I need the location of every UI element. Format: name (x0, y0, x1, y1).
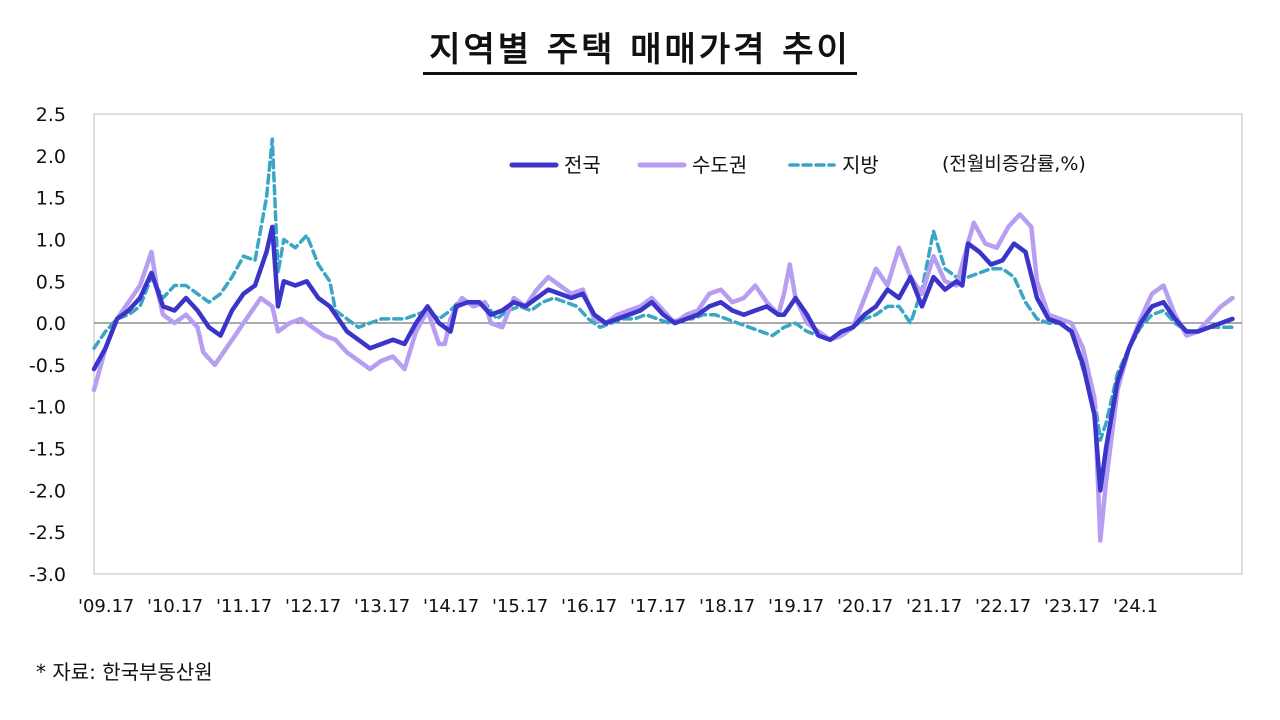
unit-note: (전월비증감률,%) (942, 153, 1086, 175)
x-tick-label: '10.1 (147, 596, 192, 617)
x-tick-label: 7 (1020, 596, 1031, 617)
x-tick-label: 7 (123, 596, 134, 617)
x-axis: '09.1 7'10.1 7'11.1 7'12.1 7'13.1 7'14.1 7'15.… (78, 596, 1158, 617)
x-tick-label: '11.1 (216, 596, 261, 617)
x-tick-label: 7 (261, 596, 272, 617)
x-tick-label: 7 (330, 596, 341, 617)
plot-area (93, 113, 1243, 575)
chart-title: 지역별 주택 매매가격 추이 (423, 30, 857, 75)
legend-label: 수도권 (692, 153, 747, 177)
x-tick-label: '15.1 (492, 596, 537, 617)
y-tick-label: -3.0 (29, 564, 66, 586)
x-tick-label: 7 (1089, 596, 1100, 617)
x-tick-label: 7 (537, 596, 548, 617)
series-line-national (91, 224, 1235, 493)
source-note: * 자료: 한국부동산원 (36, 660, 213, 684)
x-tick-label: '23.1 (1044, 596, 1089, 617)
x-tick-label: 7 (192, 596, 203, 617)
y-tick-label: 2.0 (36, 146, 66, 168)
y-tick-label: 1.0 (36, 229, 66, 251)
x-tick-label: '19.1 (768, 596, 813, 617)
x-tick-label: '20.1 (837, 596, 882, 617)
x-tick-label: 7 (606, 596, 617, 617)
series-line-provinces (92, 137, 1235, 442)
y-tick-label: -1.0 (29, 397, 66, 419)
y-tick-label: -1.5 (29, 439, 66, 461)
x-tick-label: '24.1 (1113, 596, 1158, 617)
x-tick-label: '13.1 (354, 596, 399, 617)
legend: 전국 수도권 지방 (509, 153, 879, 177)
x-tick-label: 7 (951, 596, 962, 617)
y-tick-label: -2.0 (29, 480, 66, 502)
x-tick-label: 7 (675, 596, 686, 617)
y-tick-label: 2.5 (36, 104, 66, 126)
series-layer (91, 137, 1235, 543)
x-tick-label: 7 (813, 596, 824, 617)
x-tick-label: 7 (399, 596, 410, 617)
x-tick-label: 7 (468, 596, 479, 617)
x-tick-label: '18.1 (699, 596, 744, 617)
y-tick-label: 1.5 (36, 188, 66, 210)
legend-label: 전국 (564, 153, 601, 177)
y-tick-label: -2.5 (29, 522, 66, 544)
x-tick-label: 7 (882, 596, 893, 617)
series-line-capital-area (91, 212, 1235, 543)
y-tick-label: 0.0 (36, 313, 66, 335)
x-tick-label: '14.1 (423, 596, 468, 617)
y-axis: 2.5 2.0 1.5 1.0 0.5 0.0 -0.5 -1.0 -1.5 -2.0 -2.5 -3… (29, 104, 66, 586)
x-tick-label: '16.1 (561, 596, 606, 617)
chart-title-wrap: 지역별 주택 매매가격 추이 (0, 22, 1280, 75)
x-tick-label: '12.1 (285, 596, 330, 617)
legend-label: 지방 (842, 153, 879, 177)
y-tick-label: -0.5 (29, 355, 66, 377)
x-tick-label: '22.1 (975, 596, 1020, 617)
x-tick-label: 7 (744, 596, 755, 617)
y-tick-label: 0.5 (36, 271, 66, 293)
x-tick-label: '21.1 (906, 596, 951, 617)
x-tick-label: '09.1 (78, 596, 123, 617)
x-tick-label: '17.1 (630, 596, 675, 617)
